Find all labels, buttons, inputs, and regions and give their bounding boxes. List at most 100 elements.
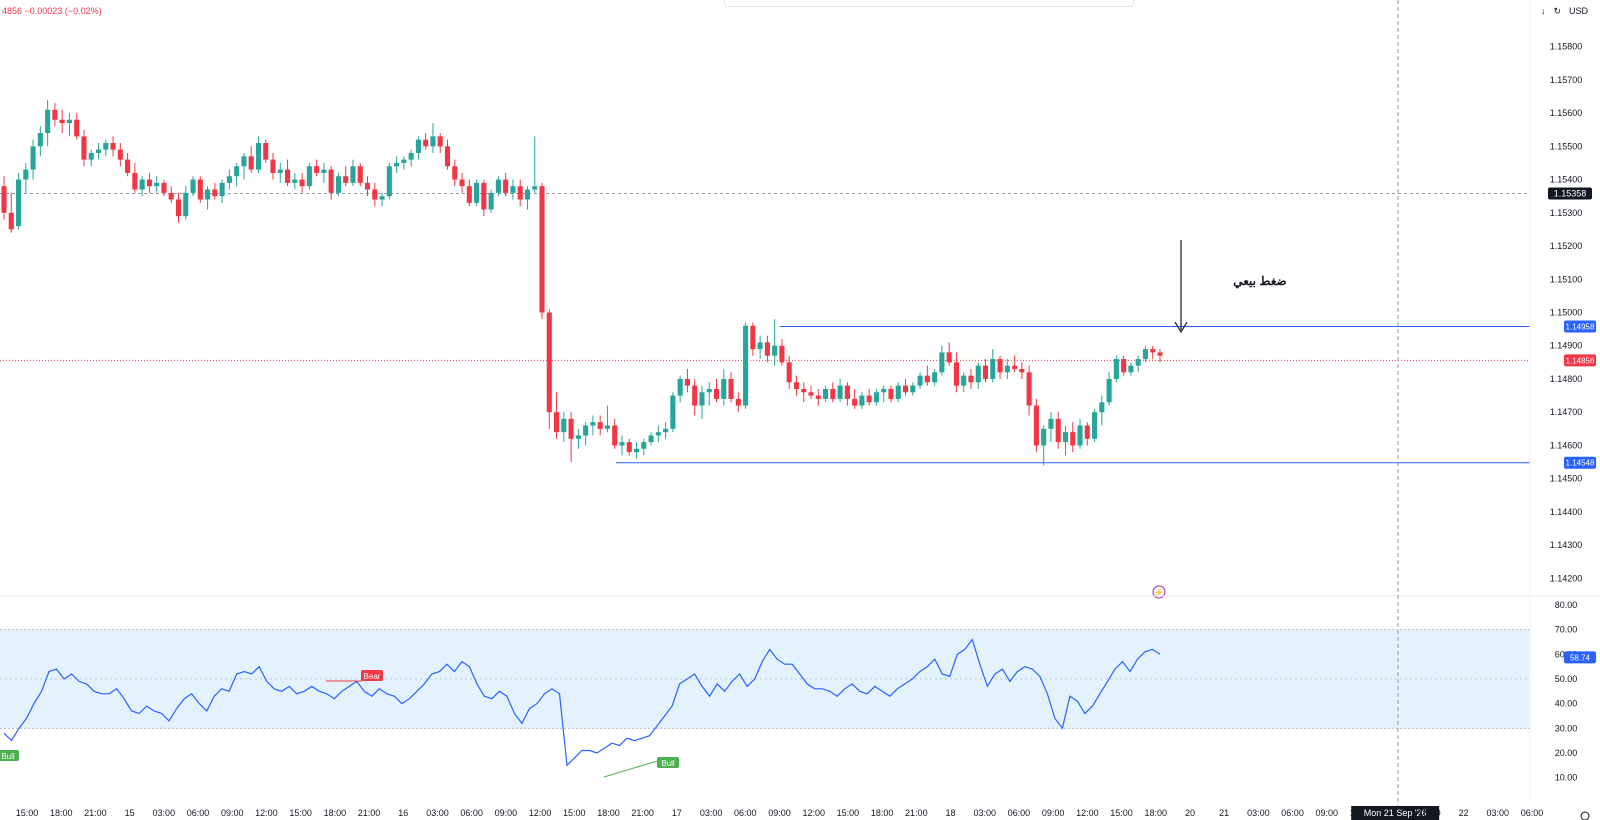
- candle-down: [953, 362, 959, 386]
- time-tick-label: 18:00: [324, 808, 347, 818]
- candle-down: [1019, 369, 1025, 373]
- candle-up: [154, 182, 160, 187]
- candle-up: [757, 342, 763, 350]
- candle-up: [103, 143, 109, 150]
- time-tick-label: 12:00: [529, 808, 552, 818]
- candle-down: [263, 143, 269, 160]
- candle-down: [539, 186, 545, 313]
- top-bar: 4856 −0.00023 (−0.02%) ↓ ↻ USD: [0, 0, 1600, 24]
- candle-down: [1012, 365, 1018, 369]
- candle-down: [793, 382, 800, 389]
- time-tick-label: 15: [125, 808, 135, 818]
- candle-up: [241, 156, 247, 167]
- candle-up: [350, 166, 356, 183]
- time-tick-label: 15:00: [1110, 808, 1133, 818]
- candle-up: [604, 425, 610, 429]
- candle-up: [743, 325, 749, 406]
- price-pane[interactable]: ضغط بيعي ⚡: [0, 99, 1530, 599]
- arrow-down-icon: [1174, 321, 1188, 334]
- candle-down: [1121, 359, 1127, 373]
- add-alert-icon[interactable]: [1548, 188, 1560, 200]
- candle-up: [859, 395, 865, 406]
- annotation-text[interactable]: ضغط بيعي: [1233, 274, 1286, 289]
- candle-down: [481, 182, 487, 210]
- currency-label[interactable]: USD: [1568, 6, 1588, 16]
- candle-up: [917, 375, 923, 386]
- candle-up: [663, 428, 669, 433]
- candle-up: [88, 152, 94, 160]
- candle-up: [1048, 418, 1054, 429]
- time-tick-label: 03:00: [153, 808, 176, 818]
- candle-up: [633, 448, 640, 453]
- drawing-toolbar[interactable]: [724, 0, 1134, 7]
- time-tick-label: 09:00: [1316, 808, 1339, 818]
- time-tick-label: 06:00: [1281, 808, 1304, 818]
- rsi-pane[interactable]: Bull Bear Bull: [0, 629, 1530, 778]
- candle-up: [1092, 412, 1098, 439]
- time-tick-label: 21: [1219, 808, 1229, 818]
- candle-up: [37, 133, 43, 147]
- crosshair-price-label: 1.15358: [1554, 189, 1587, 199]
- time-tick-label: 12:00: [1076, 808, 1099, 818]
- rsi-tick-label: 30.00: [1555, 723, 1578, 733]
- candle-down: [626, 442, 632, 453]
- candle-up: [510, 186, 516, 193]
- candle-up: [837, 385, 843, 399]
- candle-down: [452, 166, 458, 180]
- time-tick-label: 09:00: [221, 808, 244, 818]
- rsi-line[interactable]: [3, 638, 1161, 767]
- candle-down: [750, 325, 756, 350]
- candle-down: [74, 119, 80, 137]
- candle-down: [815, 395, 821, 399]
- candle-up: [561, 418, 567, 433]
- time-tick-label: 06:00: [460, 808, 483, 818]
- candle-down: [597, 422, 603, 429]
- candle-down: [764, 342, 770, 356]
- candle-up: [277, 169, 283, 173]
- candle-down: [459, 179, 465, 187]
- candle-up: [881, 388, 887, 393]
- candle-down: [546, 312, 552, 413]
- arrow-down-icon[interactable]: ↓: [1540, 6, 1546, 16]
- candle-down: [52, 109, 58, 120]
- candle-up: [706, 388, 712, 393]
- candle-up: [895, 385, 901, 399]
- price-tick-label: 1.14200: [1550, 573, 1583, 583]
- time-tick-label: 12:00: [802, 808, 825, 818]
- bull-divergence-line: [603, 758, 665, 778]
- level-price-label: 1.14958: [1566, 322, 1595, 331]
- candle-up: [1099, 402, 1105, 413]
- time-tick-label: 09:00: [768, 808, 791, 818]
- price-tick-label: 1.14700: [1550, 407, 1583, 417]
- settings-gear-icon[interactable]: [1580, 811, 1590, 820]
- bear-divergence-tag[interactable]: [361, 670, 383, 681]
- time-tick-label: 22: [1459, 808, 1469, 818]
- candle-up: [95, 149, 102, 153]
- time-tick-label: 18:00: [50, 808, 73, 818]
- candle-down: [168, 192, 174, 200]
- candle-up: [495, 179, 501, 193]
- candle-up: [321, 169, 327, 173]
- candle-up: [532, 186, 538, 190]
- candle-down: [1150, 349, 1156, 353]
- candle-down: [844, 385, 850, 399]
- price-change-readout: 4856 −0.00023 (−0.02%): [2, 6, 102, 16]
- candle-down: [146, 179, 152, 187]
- candle-up: [1113, 359, 1119, 379]
- lightning-icon[interactable]: [1152, 585, 1166, 599]
- candle-up: [1135, 359, 1141, 366]
- bull-divergence-tag[interactable]: [0, 750, 19, 761]
- candle-up: [401, 159, 407, 163]
- time-tick-label: 06:00: [1521, 808, 1544, 818]
- refresh-icon[interactable]: ↻: [1553, 6, 1561, 16]
- candle-down: [423, 139, 429, 147]
- crosshair-time-label: Mon 21 Sep '26: [1364, 808, 1427, 818]
- candle-up: [379, 196, 385, 200]
- candle-down: [444, 146, 451, 167]
- add-alert-plus-icon[interactable]: +: [1552, 190, 1557, 199]
- candle-down: [248, 156, 254, 170]
- candle-up: [1077, 425, 1083, 446]
- candle-up: [394, 162, 400, 167]
- candle-down: [175, 199, 182, 217]
